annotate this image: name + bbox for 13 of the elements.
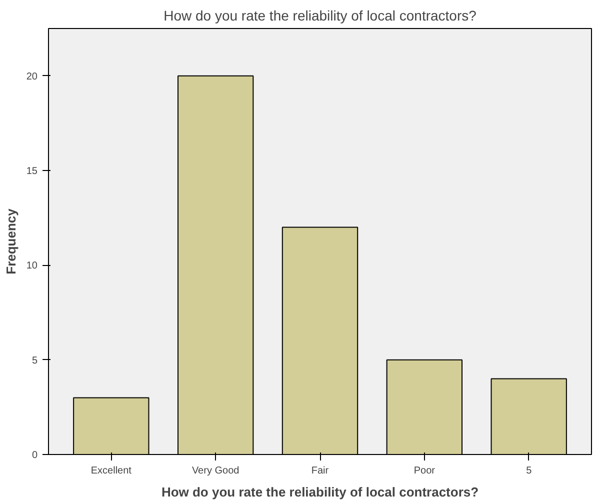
- x-tick-label: Fair: [311, 466, 330, 476]
- y-axis-title: Frequency: [3, 208, 18, 274]
- y-tick-label: 10: [26, 260, 38, 272]
- x-tick-label: 5: [526, 466, 532, 476]
- y-tick-label: 5: [32, 355, 38, 366]
- y-tick-label: 15: [26, 166, 38, 177]
- x-axis-title: How do you rate the reliability of local contractors?: [161, 484, 479, 500]
- x-tick-label: Excellent: [90, 466, 132, 476]
- x-tick-label: Very Good: [192, 466, 240, 476]
- x-tick-label: Poor: [414, 466, 436, 476]
- chart-title: How do you rate the reliability of local contractors?: [164, 8, 477, 24]
- y-tick-label: 0: [32, 450, 38, 461]
- y-tick-label: 20: [26, 71, 38, 82]
